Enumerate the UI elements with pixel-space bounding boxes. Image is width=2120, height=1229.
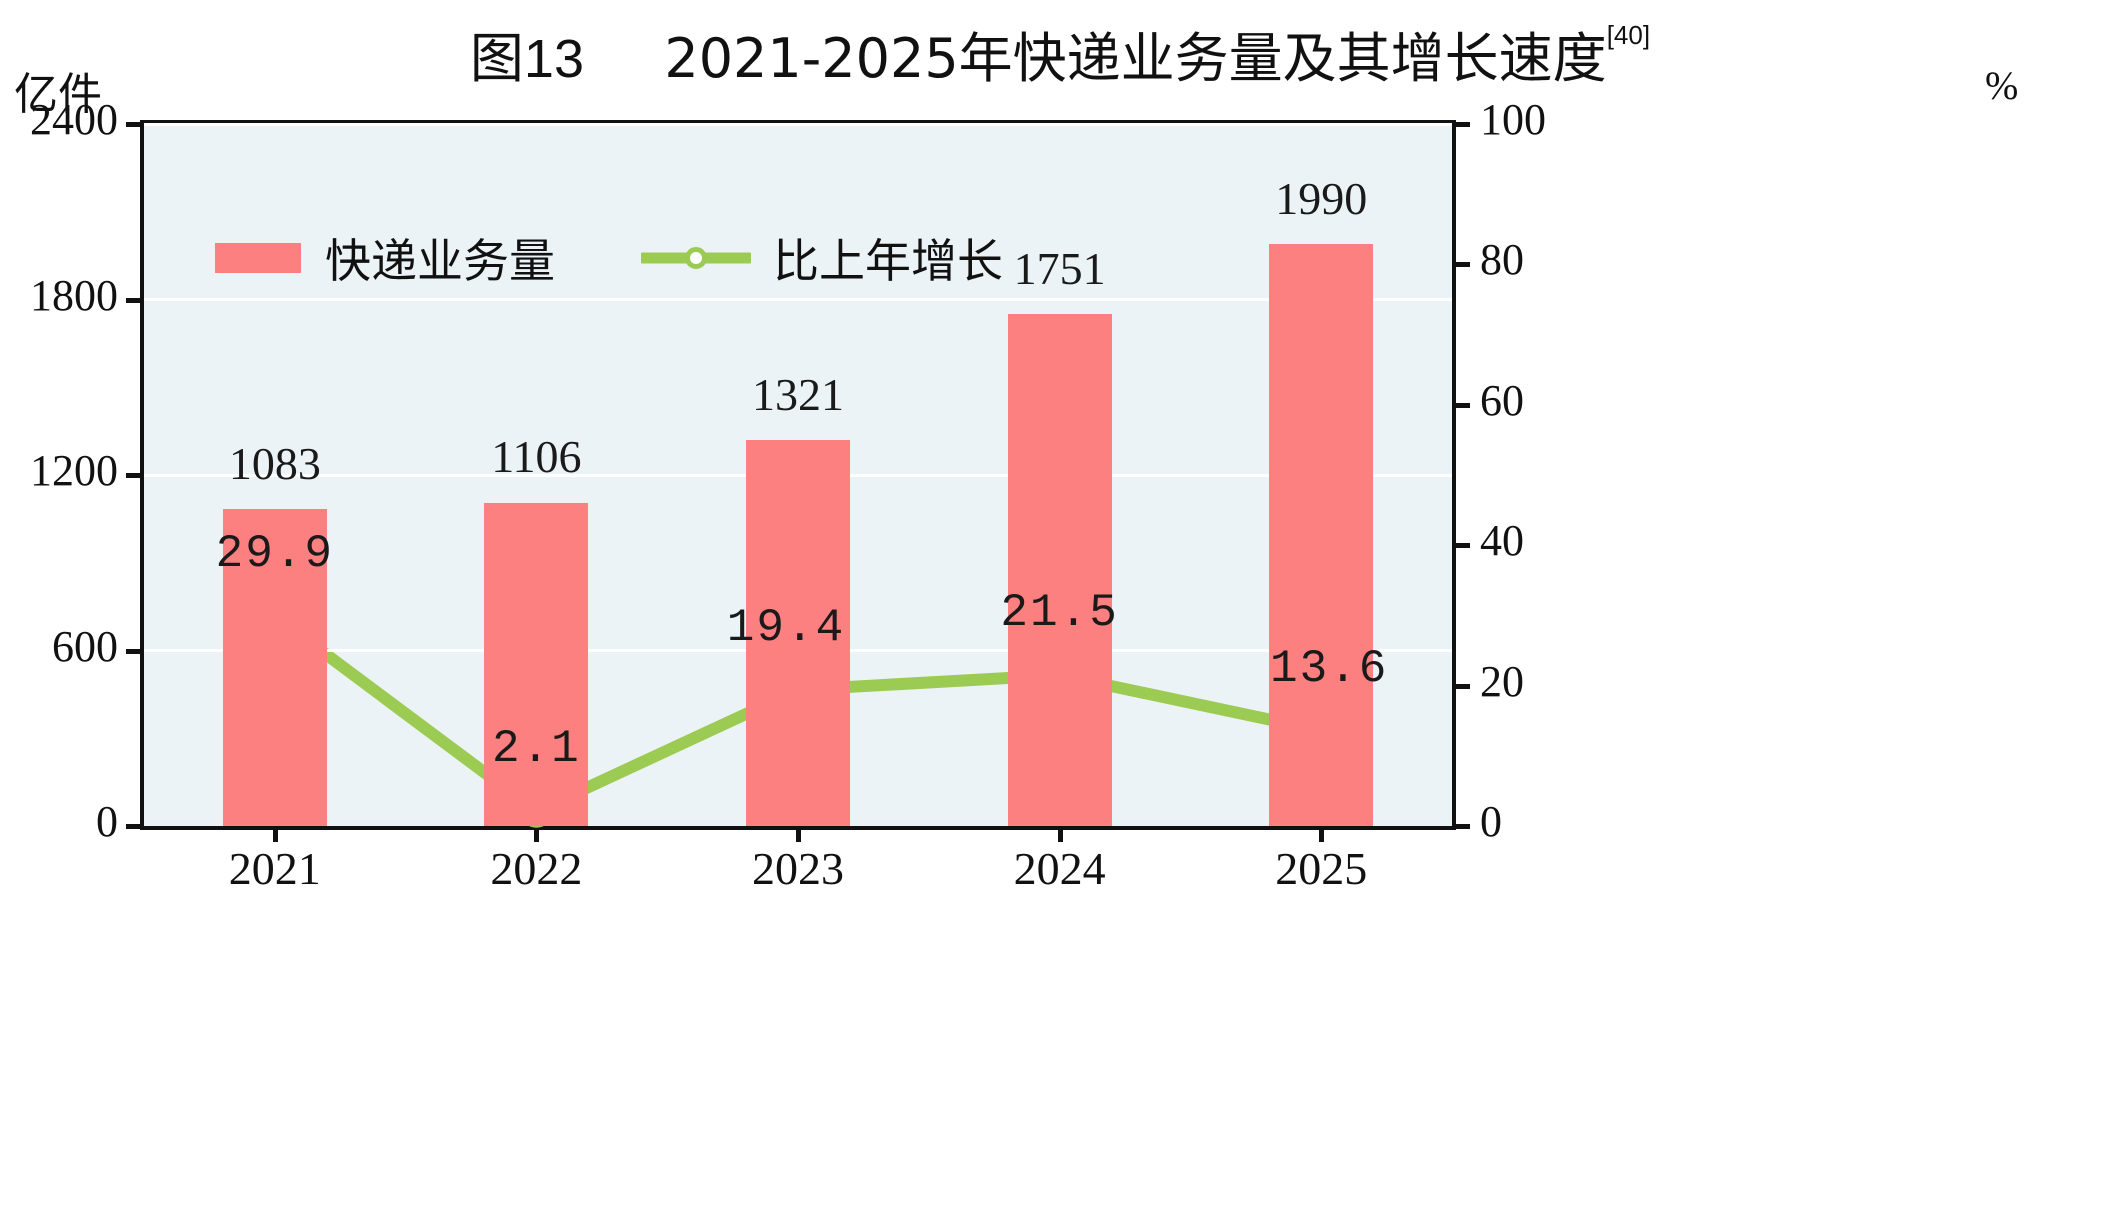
line-value-label: 13.6 xyxy=(1269,642,1389,695)
bar[interactable] xyxy=(1269,243,1374,826)
y-axis-right-tick-mark xyxy=(1454,402,1470,408)
legend-item-line[interactable]: 比上年增长 xyxy=(555,225,1003,291)
bar[interactable] xyxy=(1007,313,1112,826)
y-axis-right-tick-label: 80 xyxy=(1480,235,1524,285)
y-axis-right-tick-label: 60 xyxy=(1480,375,1524,425)
x-axis-tick-label: 2022 xyxy=(490,843,583,894)
y-axis-right-tick-mark xyxy=(1454,824,1470,829)
y-axis-right-tick-mark xyxy=(1454,262,1470,268)
y-axis-right-tick-mark xyxy=(1454,683,1470,689)
y-axis-left-tick-label: 2400 xyxy=(30,95,118,144)
y-axis-right-unit-label: % xyxy=(1985,63,2019,108)
line-value-label: 21.5 xyxy=(1000,587,1119,640)
legend-label-bar: 快递业务量 xyxy=(325,234,555,288)
y-axis-left-tick-mark xyxy=(126,122,142,127)
gridline xyxy=(144,122,1452,126)
bar-value-label: 1990 xyxy=(1275,172,1368,224)
x-axis-tick-mark xyxy=(534,828,540,842)
bar[interactable] xyxy=(222,509,327,826)
line-value-label: 19.4 xyxy=(726,601,846,654)
line-value-label: 29.9 xyxy=(215,528,335,581)
y-axis-left-tick-label: 0 xyxy=(96,797,118,846)
legend-label-line: 比上年增长 xyxy=(773,234,1003,288)
x-axis-tick-mark xyxy=(796,828,801,842)
chart-title-prefix: 图13 xyxy=(469,29,584,89)
x-axis-tick-label: 2025 xyxy=(1275,843,1368,894)
legend-bar-swatch-icon xyxy=(215,243,301,273)
y-axis-right-tick-label: 40 xyxy=(1480,516,1524,566)
bar-value-label: 1106 xyxy=(491,431,582,483)
bar-value-label: 1321 xyxy=(752,368,844,420)
bar-value-label: 1751 xyxy=(1013,242,1106,294)
y-axis-right-tick-mark xyxy=(1454,122,1470,127)
chart-title: 图13 2021-2025年快递业务量及其增长速度[40] xyxy=(0,14,2120,93)
gridline xyxy=(144,298,1452,301)
bar[interactable] xyxy=(484,502,589,826)
x-axis-tick-label: 2024 xyxy=(1013,843,1106,894)
x-axis-tick-mark xyxy=(1319,828,1325,842)
bar-value-label: 1083 xyxy=(228,438,321,490)
y-axis-left-tick-mark xyxy=(126,473,142,478)
y-axis-left-tick-mark xyxy=(126,648,142,654)
bar[interactable] xyxy=(746,439,850,826)
plot-area: 1083 1106 1321 1751 1990 29.9 2.1 19.4 21.5 13.6 xyxy=(140,120,1456,830)
y-axis-left-tick-label: 1200 xyxy=(30,446,118,495)
line-value-label: 2.1 xyxy=(491,723,581,776)
x-axis-tick-mark xyxy=(1057,828,1063,842)
legend-item-bar[interactable]: 快递业务量 xyxy=(215,225,555,291)
chart-title-footnote-ref: [40] xyxy=(1606,20,1651,50)
y-axis-right-tick-mark xyxy=(1454,543,1470,549)
y-axis-left-unit-label: 亿件 xyxy=(14,69,102,120)
y-axis-right-tick-label: 20 xyxy=(1480,656,1524,706)
y-axis-left-tick-mark xyxy=(126,824,142,829)
y-axis-left-tick-mark xyxy=(126,297,142,303)
x-axis-tick-label: 2021 xyxy=(228,843,321,894)
y-axis-right-tick-label: 0 xyxy=(1480,797,1502,846)
chart-legend: 快递业务量 比上年增长 xyxy=(215,225,1003,291)
y-axis-right-tick-label: 100 xyxy=(1480,95,1546,144)
y-axis-left-tick-label: 1800 xyxy=(30,270,118,320)
y-axis-left-tick-label: 600 xyxy=(52,621,118,671)
x-axis-tick-label: 2023 xyxy=(752,843,844,894)
legend-line-marker-icon xyxy=(641,243,751,273)
x-axis-tick-mark xyxy=(272,828,278,842)
chart-title-main: 2021-2025年快递业务量及其增长速度 xyxy=(664,27,1607,90)
